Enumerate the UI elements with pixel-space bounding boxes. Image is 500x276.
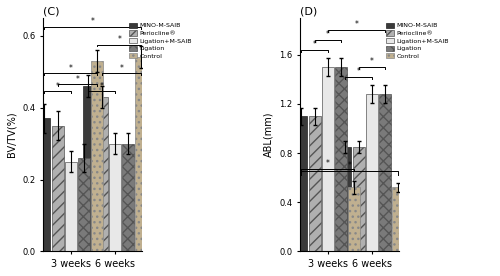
Bar [366, 94, 378, 251]
Bar [82, 86, 94, 251]
Bar [296, 116, 308, 251]
Legend: MINO-M-SAIB, Periocline®, Ligation+M-SAIB, Ligation, Control: MINO-M-SAIB, Periocline®, Ligation+M-SAI… [128, 21, 194, 61]
Text: (C): (C) [44, 7, 60, 17]
Text: *: * [69, 64, 73, 73]
Bar [92, 61, 103, 251]
Bar [322, 67, 334, 251]
Text: *: * [326, 30, 330, 39]
Bar [335, 67, 347, 251]
Bar [348, 187, 360, 251]
Bar [379, 94, 391, 251]
Bar [38, 118, 50, 251]
Text: *: * [76, 75, 80, 84]
Text: (D): (D) [300, 7, 318, 17]
Text: *: * [100, 82, 103, 91]
Text: *: * [326, 160, 330, 168]
Y-axis label: ABL(mm): ABL(mm) [264, 112, 274, 157]
Bar [340, 147, 351, 251]
Text: *: * [354, 20, 358, 29]
Text: *: * [370, 57, 374, 66]
Bar [122, 144, 134, 251]
Bar [78, 158, 90, 251]
Legend: MINO-M-SAIB, Periocline®, Ligation+M-SAIB, Ligation, Control: MINO-M-SAIB, Periocline®, Ligation+M-SAI… [384, 21, 450, 61]
Bar [308, 116, 320, 251]
Text: *: * [118, 35, 121, 44]
Text: *: * [56, 82, 60, 91]
Text: *: * [120, 64, 124, 73]
Bar [65, 161, 77, 251]
Text: *: * [312, 40, 316, 49]
Bar [96, 97, 108, 251]
Text: *: * [91, 17, 95, 26]
Text: *: * [356, 67, 360, 76]
Text: *: * [348, 161, 352, 170]
Y-axis label: BV/TV(%): BV/TV(%) [7, 112, 17, 157]
Bar [52, 126, 64, 251]
Bar [109, 144, 121, 251]
Bar [352, 147, 364, 251]
Bar [136, 57, 147, 251]
Bar [392, 187, 404, 251]
